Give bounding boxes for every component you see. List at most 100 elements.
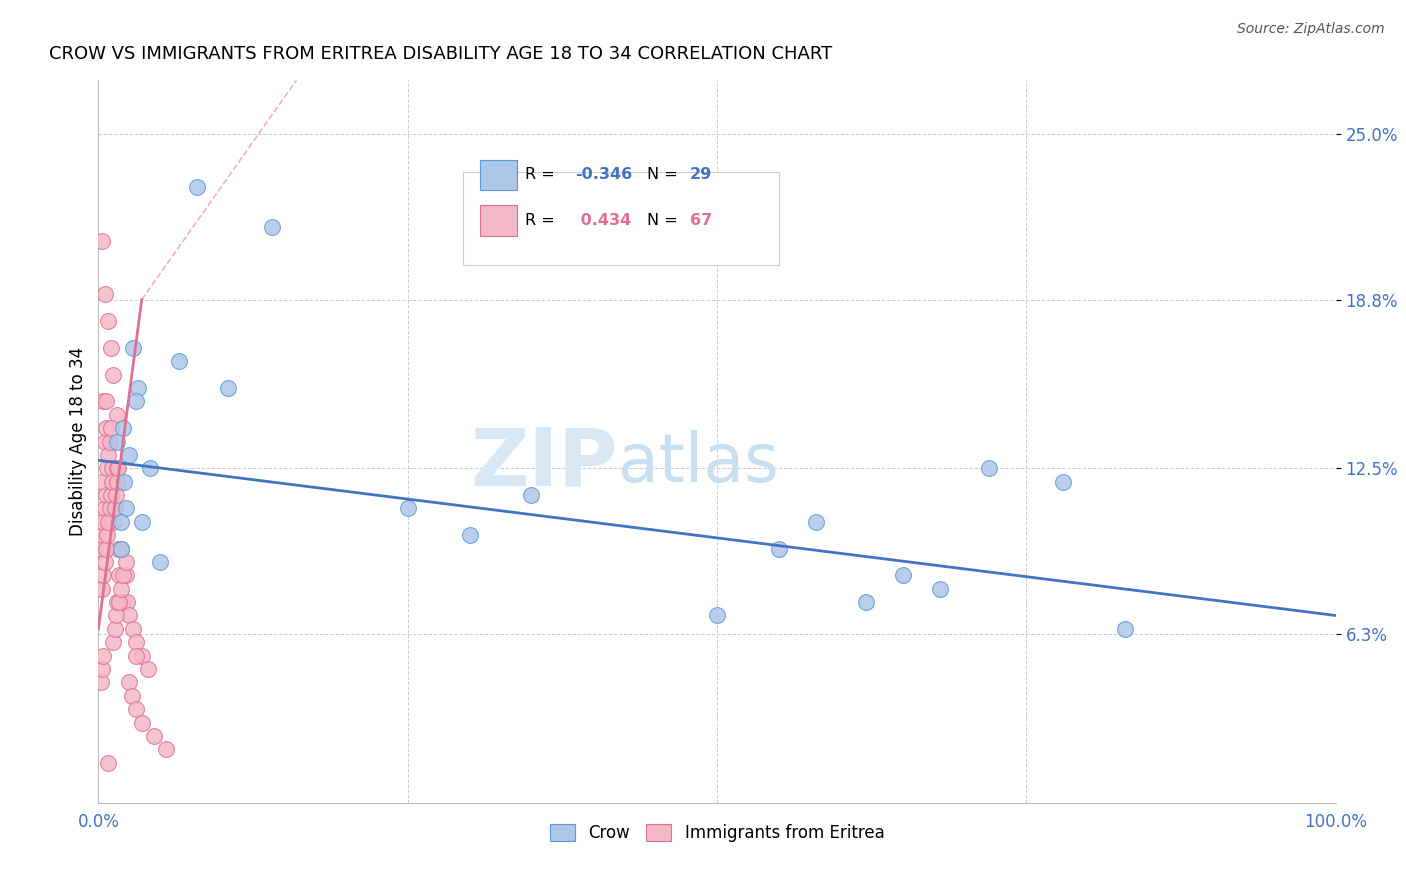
Point xyxy=(105,595,128,609)
Point xyxy=(155,742,177,756)
Point xyxy=(143,729,166,743)
Point xyxy=(105,434,128,449)
Point xyxy=(103,515,125,529)
Point xyxy=(520,488,543,502)
Point xyxy=(100,488,122,502)
Point xyxy=(100,421,122,435)
Point xyxy=(186,180,208,194)
Point xyxy=(122,341,145,355)
Point xyxy=(124,394,146,409)
Point xyxy=(768,541,790,556)
Point xyxy=(103,501,125,516)
Point xyxy=(91,528,114,542)
Point xyxy=(118,608,141,623)
Point xyxy=(139,461,162,475)
Point xyxy=(101,461,124,475)
Point xyxy=(124,702,146,716)
Point xyxy=(100,341,122,355)
Point xyxy=(91,234,114,248)
Point xyxy=(115,595,138,609)
Point xyxy=(93,515,115,529)
Text: Source: ZipAtlas.com: Source: ZipAtlas.com xyxy=(1237,22,1385,37)
FancyBboxPatch shape xyxy=(464,172,779,265)
Point xyxy=(93,501,115,516)
Point xyxy=(97,448,120,462)
Point xyxy=(121,689,143,703)
Point xyxy=(105,475,128,489)
Point xyxy=(928,582,950,596)
Point xyxy=(98,501,121,516)
Point xyxy=(96,528,118,542)
Point xyxy=(94,488,117,502)
Point xyxy=(94,541,117,556)
FancyBboxPatch shape xyxy=(479,205,516,235)
Point xyxy=(131,648,153,663)
Point xyxy=(97,515,120,529)
Point xyxy=(98,434,121,449)
Point xyxy=(110,515,132,529)
Point xyxy=(90,541,112,556)
Point xyxy=(131,515,153,529)
Point xyxy=(260,220,283,235)
Point xyxy=(104,608,127,623)
Point xyxy=(103,622,125,636)
Point xyxy=(96,461,118,475)
Text: ZIP: ZIP xyxy=(471,425,619,502)
Point xyxy=(112,421,135,435)
Point xyxy=(706,608,728,623)
Point xyxy=(114,568,136,582)
Point xyxy=(396,501,419,516)
Point xyxy=(112,475,135,489)
Text: R =: R = xyxy=(526,213,560,228)
Y-axis label: Disability Age 18 to 34: Disability Age 18 to 34 xyxy=(69,347,87,536)
Text: N =: N = xyxy=(647,213,682,228)
Point xyxy=(93,648,115,663)
Point xyxy=(93,555,115,569)
Point xyxy=(114,501,136,516)
Point xyxy=(91,475,114,489)
FancyBboxPatch shape xyxy=(479,160,516,190)
Point xyxy=(136,662,159,676)
Point xyxy=(891,568,914,582)
Text: CROW VS IMMIGRANTS FROM ERITREA DISABILITY AGE 18 TO 34 CORRELATION CHART: CROW VS IMMIGRANTS FROM ERITREA DISABILI… xyxy=(49,45,832,63)
Point xyxy=(118,448,141,462)
Point xyxy=(110,582,132,596)
Text: N =: N = xyxy=(647,168,682,183)
Point xyxy=(97,314,120,328)
Point xyxy=(855,595,877,609)
Point xyxy=(110,541,132,556)
Text: 0.434: 0.434 xyxy=(575,213,631,228)
Point xyxy=(93,568,115,582)
Point xyxy=(167,354,190,368)
Text: 67: 67 xyxy=(690,213,711,228)
Point xyxy=(804,515,827,529)
Point xyxy=(149,555,172,569)
Point xyxy=(105,461,128,475)
Point xyxy=(124,648,146,663)
Legend: Crow, Immigrants from Eritrea: Crow, Immigrants from Eritrea xyxy=(543,817,891,848)
Point xyxy=(101,475,124,489)
Point xyxy=(91,662,114,676)
Point xyxy=(131,715,153,730)
Point xyxy=(122,622,145,636)
Point xyxy=(107,541,129,556)
Text: -0.346: -0.346 xyxy=(575,168,633,183)
Point xyxy=(108,595,131,609)
Point xyxy=(127,381,149,395)
Point xyxy=(114,555,136,569)
Point xyxy=(105,408,128,422)
Point xyxy=(90,675,112,690)
Point xyxy=(94,394,117,409)
Point xyxy=(104,488,127,502)
Point xyxy=(91,582,114,596)
Point xyxy=(107,461,129,475)
Point xyxy=(112,568,135,582)
Point xyxy=(118,675,141,690)
Point xyxy=(93,394,115,409)
Point xyxy=(124,635,146,649)
Text: R =: R = xyxy=(526,168,560,183)
Point xyxy=(110,541,132,556)
Point xyxy=(93,434,115,449)
Point xyxy=(217,381,239,395)
Point xyxy=(458,528,481,542)
